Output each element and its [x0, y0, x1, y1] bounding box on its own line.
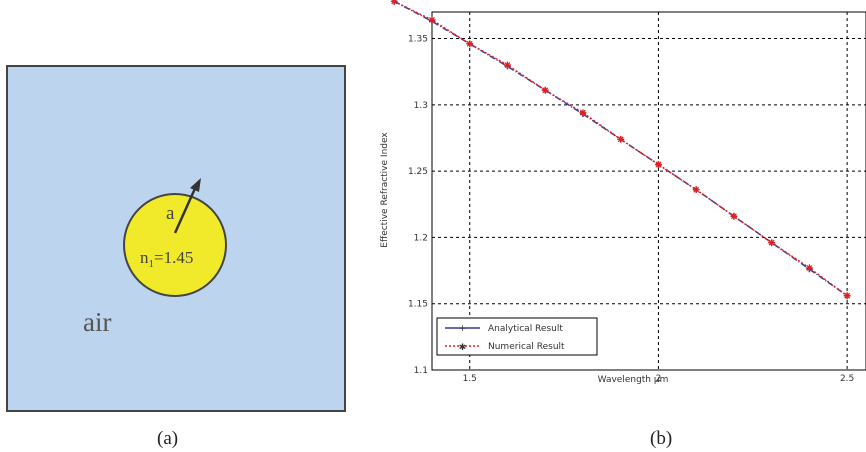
core-index-value: =1.45 [154, 248, 193, 267]
data-point-numerical [805, 264, 813, 272]
chart-grid [432, 12, 866, 370]
figure-b-caption: (b) [650, 428, 672, 449]
fiber-core-circle [123, 193, 227, 297]
y-axis-label: Effective Refractive Index [380, 132, 390, 248]
y-tick-label: 1.35 [408, 35, 428, 45]
data-point-numerical [843, 292, 851, 300]
x-tick-label: 2 [656, 374, 662, 384]
core-index-prefix: n [140, 248, 149, 267]
legend-marker-analytical: + [459, 324, 467, 334]
x-tick-labels: 1.5 2 2.5 [463, 374, 855, 384]
legend-label-numerical: Numerical Result [488, 342, 565, 352]
radius-label: a [166, 203, 175, 224]
figure-a: a n1=1.45 air (a) [6, 65, 346, 449]
y-tick-labels: 1.1 1.15 1.2 1.25 1.3 1.35 [408, 35, 428, 376]
data-point-numerical [503, 61, 511, 69]
data-point-numerical [730, 212, 738, 220]
legend-box [436, 317, 598, 356]
figure-a-caption: (a) [157, 428, 178, 449]
y-tick-label: 1.3 [414, 101, 428, 111]
data-point-numerical [768, 239, 776, 247]
core-index-subscript: 1 [149, 258, 155, 270]
data-point-numerical [428, 16, 436, 24]
data-point-numerical [579, 109, 587, 117]
data-point-numerical [390, 0, 398, 5]
data-point-numerical [466, 40, 474, 48]
legend: + Analytical Result ✱ Numerical Result [436, 317, 598, 356]
data-point-numerical [541, 86, 549, 94]
air-label: air [83, 307, 111, 337]
core-index-label: n1=1.45 [140, 248, 193, 270]
series-lines [393, 0, 848, 297]
data-point-numerical [654, 160, 662, 168]
plot-area-frame [431, 11, 866, 371]
legend-marker-numerical: ✱ [459, 343, 467, 353]
series-line-0 [393, 0, 848, 297]
radius-arrow [173, 183, 199, 234]
data-point-numerical [617, 135, 625, 143]
series-line-1 [393, 0, 848, 297]
series-markers [390, 0, 851, 300]
x-tick-label: 1.5 [463, 374, 477, 384]
y-tick-label: 1.1 [414, 366, 428, 376]
x-tick-label: 2.5 [840, 374, 854, 384]
y-tick-label: 1.2 [414, 233, 428, 243]
radius-arrowhead [190, 178, 201, 192]
legend-label-analytical: Analytical Result [488, 324, 563, 334]
y-tick-label: 1.25 [408, 167, 428, 177]
y-tick-label: 1.15 [408, 300, 428, 310]
data-point-numerical [692, 186, 700, 194]
figure-b-chart: 1.5 2 2.5 1.1 1.15 1.2 1.25 1.3 1.35 Wavelength… [380, 0, 866, 449]
x-axis-label: Wavelength μm [598, 375, 669, 385]
